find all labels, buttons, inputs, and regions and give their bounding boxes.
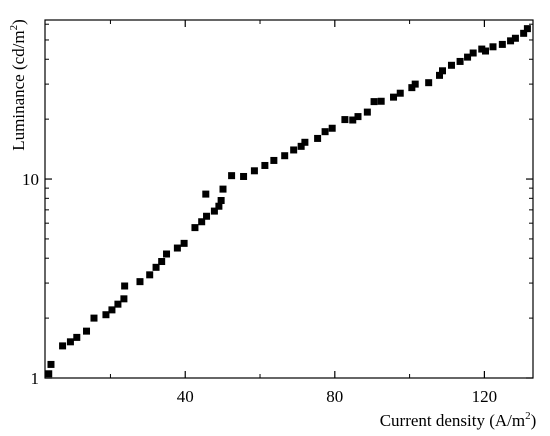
data-point [219, 185, 227, 193]
data-point [396, 89, 404, 97]
data-point [436, 71, 444, 79]
data-point [314, 134, 322, 142]
data-point [321, 128, 329, 136]
x-tick-label: 120 [472, 387, 498, 406]
data-point [301, 138, 309, 146]
data-point [191, 224, 199, 232]
data-point [146, 271, 154, 279]
data-point [90, 314, 98, 322]
data-point [328, 124, 336, 132]
data-point [203, 212, 211, 220]
y-axis-label: Luminance (cd/m2) [8, 19, 28, 151]
data-point [45, 370, 53, 378]
data-point [354, 113, 362, 121]
data-point [210, 207, 218, 215]
data-point [102, 311, 110, 319]
data-point [180, 239, 188, 247]
data-point [464, 53, 472, 61]
plot-frame [44, 19, 534, 379]
data-point [425, 79, 433, 87]
axis-ticks [45, 20, 533, 379]
data-point [59, 342, 67, 350]
x-tick-label: 80 [326, 387, 343, 406]
data-point [520, 29, 528, 37]
data-point [349, 116, 357, 124]
y-tick-label: 1 [31, 369, 40, 388]
data-point [511, 34, 519, 42]
data-point [507, 37, 515, 45]
data-points [45, 25, 531, 378]
data-point [411, 80, 419, 88]
tick-labels: 40 80 120 1 10 [22, 170, 497, 406]
data-point [73, 333, 81, 341]
y-tick-label: 10 [22, 170, 39, 189]
data-point [83, 327, 91, 335]
data-point [108, 306, 116, 314]
data-point [363, 108, 371, 116]
data-point [158, 258, 166, 266]
data-point [456, 57, 464, 65]
data-point [120, 295, 128, 303]
data-point [228, 172, 236, 180]
data-point [370, 98, 378, 106]
data-point [152, 263, 160, 271]
x-axis-label: Current density (A/m2) [380, 410, 537, 430]
data-point [136, 278, 144, 286]
data-point [198, 218, 206, 226]
data-point [173, 244, 181, 252]
data-point [217, 197, 225, 205]
data-point [290, 146, 298, 154]
data-point [408, 84, 416, 92]
data-point [114, 300, 122, 308]
data-point [469, 49, 477, 57]
data-point [478, 45, 486, 53]
data-point [498, 40, 506, 48]
data-point [482, 47, 490, 55]
data-point [202, 190, 210, 198]
data-point [523, 25, 531, 33]
data-point [261, 161, 269, 169]
data-point [281, 152, 289, 160]
data-point [215, 202, 223, 210]
data-point [439, 67, 446, 75]
data-point [66, 338, 74, 346]
data-point [163, 250, 171, 258]
data-point [390, 93, 398, 101]
data-point [377, 97, 385, 105]
data-point [447, 61, 455, 69]
data-point [250, 167, 258, 175]
data-point [297, 142, 305, 150]
data-point [270, 156, 278, 164]
data-point [489, 43, 497, 51]
data-point [121, 282, 129, 290]
data-point [240, 172, 248, 180]
data-point [341, 116, 349, 124]
data-point [47, 360, 55, 368]
x-tick-label: 40 [177, 387, 194, 406]
